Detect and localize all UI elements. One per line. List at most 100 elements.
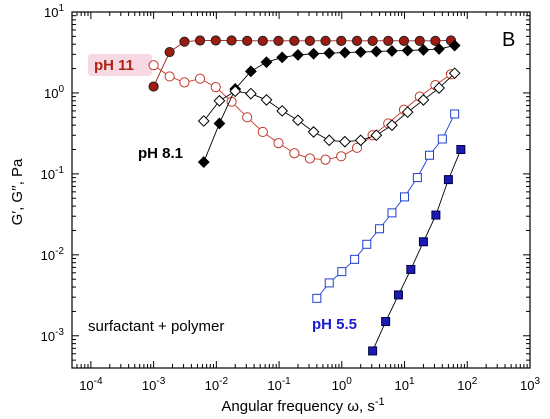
data-point bbox=[229, 85, 242, 98]
data-point bbox=[244, 87, 257, 100]
data-point bbox=[194, 35, 206, 46]
data-point bbox=[417, 94, 430, 106]
data-point bbox=[433, 82, 445, 94]
data-point bbox=[368, 346, 378, 356]
panel-label: B bbox=[502, 29, 515, 51]
ph-label: pH 11 bbox=[94, 57, 134, 74]
data-point bbox=[292, 49, 304, 61]
data-point bbox=[387, 208, 397, 218]
data-point bbox=[362, 239, 372, 249]
data-point bbox=[289, 148, 300, 159]
data-point bbox=[213, 117, 226, 130]
data-point bbox=[401, 106, 414, 119]
data-point bbox=[307, 126, 320, 138]
data-point bbox=[370, 45, 383, 58]
x-tick-label: 101 bbox=[395, 376, 415, 393]
data-point bbox=[383, 35, 394, 46]
data-point bbox=[304, 35, 316, 46]
data-point bbox=[450, 109, 460, 119]
data-point bbox=[412, 173, 422, 183]
series-line bbox=[203, 72, 455, 143]
data-point bbox=[148, 81, 159, 92]
y-tick-label: 100 bbox=[44, 84, 64, 101]
annotation-highlight bbox=[88, 54, 152, 76]
series-0 bbox=[148, 35, 457, 92]
data-point bbox=[257, 35, 268, 46]
data-point bbox=[433, 42, 445, 55]
data-point bbox=[400, 192, 410, 202]
data-point bbox=[393, 290, 403, 300]
data-point bbox=[418, 237, 428, 247]
data-point bbox=[179, 36, 190, 47]
data-point bbox=[386, 45, 398, 57]
data-point bbox=[260, 56, 273, 69]
data-point bbox=[323, 47, 336, 60]
data-point bbox=[273, 35, 284, 46]
y-tick-label: 10-3 bbox=[41, 327, 65, 344]
plot-frame bbox=[71, 11, 531, 369]
data-point bbox=[320, 35, 331, 46]
data-point bbox=[323, 134, 336, 147]
data-point bbox=[242, 35, 253, 46]
data-point bbox=[244, 65, 257, 78]
data-point bbox=[194, 73, 206, 84]
series-4 bbox=[312, 109, 460, 303]
data-point bbox=[351, 142, 363, 153]
data-point bbox=[164, 46, 175, 58]
data-point bbox=[456, 145, 466, 155]
data-point bbox=[406, 264, 416, 274]
data-point bbox=[351, 35, 363, 46]
ph-label: pH 5.5 bbox=[312, 316, 357, 333]
data-point bbox=[213, 94, 226, 107]
data-point bbox=[312, 293, 322, 303]
data-point bbox=[337, 267, 347, 277]
x-tick-label: 10-1 bbox=[267, 376, 291, 393]
data-point bbox=[242, 112, 253, 123]
x-tick-label: 102 bbox=[457, 376, 477, 393]
data-point bbox=[354, 134, 367, 147]
data-point bbox=[320, 154, 331, 165]
data-point bbox=[179, 77, 190, 88]
data-point bbox=[276, 104, 289, 117]
data-point bbox=[304, 153, 316, 164]
data-point bbox=[350, 254, 360, 264]
data-point bbox=[324, 278, 334, 288]
y-tick-label: 101 bbox=[44, 3, 64, 20]
data-point bbox=[164, 71, 175, 82]
x-tick-label: 10-3 bbox=[142, 376, 166, 393]
data-point bbox=[430, 35, 441, 46]
data-point bbox=[414, 35, 425, 46]
data-point bbox=[257, 126, 268, 138]
data-point bbox=[381, 317, 391, 327]
data-point bbox=[431, 210, 441, 220]
data-point bbox=[148, 60, 159, 71]
data-point bbox=[276, 51, 289, 64]
data-point bbox=[338, 46, 351, 59]
series-5 bbox=[368, 145, 466, 356]
x-tick-label: 10-2 bbox=[205, 376, 229, 393]
data-point bbox=[448, 67, 461, 80]
x-tick-label: 103 bbox=[520, 376, 540, 393]
data-point bbox=[197, 115, 210, 127]
data-point bbox=[210, 35, 221, 46]
data-point bbox=[354, 46, 367, 58]
y-tick-label: 10-1 bbox=[41, 165, 65, 182]
data-point bbox=[401, 44, 414, 57]
data-point bbox=[443, 175, 453, 185]
data-point bbox=[448, 39, 461, 52]
data-point bbox=[398, 35, 410, 46]
data-point bbox=[367, 35, 378, 46]
data-point bbox=[425, 150, 435, 160]
data-point bbox=[226, 35, 237, 46]
y-tick-label: 10-2 bbox=[41, 246, 65, 263]
data-point bbox=[417, 44, 430, 56]
x-axis-title: Angular frequency ω, s-1 bbox=[221, 396, 384, 415]
ph-label: pH 8.1 bbox=[138, 145, 183, 162]
data-point bbox=[210, 82, 221, 93]
data-point bbox=[289, 35, 300, 46]
data-point bbox=[336, 151, 347, 162]
data-point bbox=[307, 47, 320, 60]
data-point bbox=[386, 119, 398, 132]
data-point bbox=[336, 35, 347, 46]
